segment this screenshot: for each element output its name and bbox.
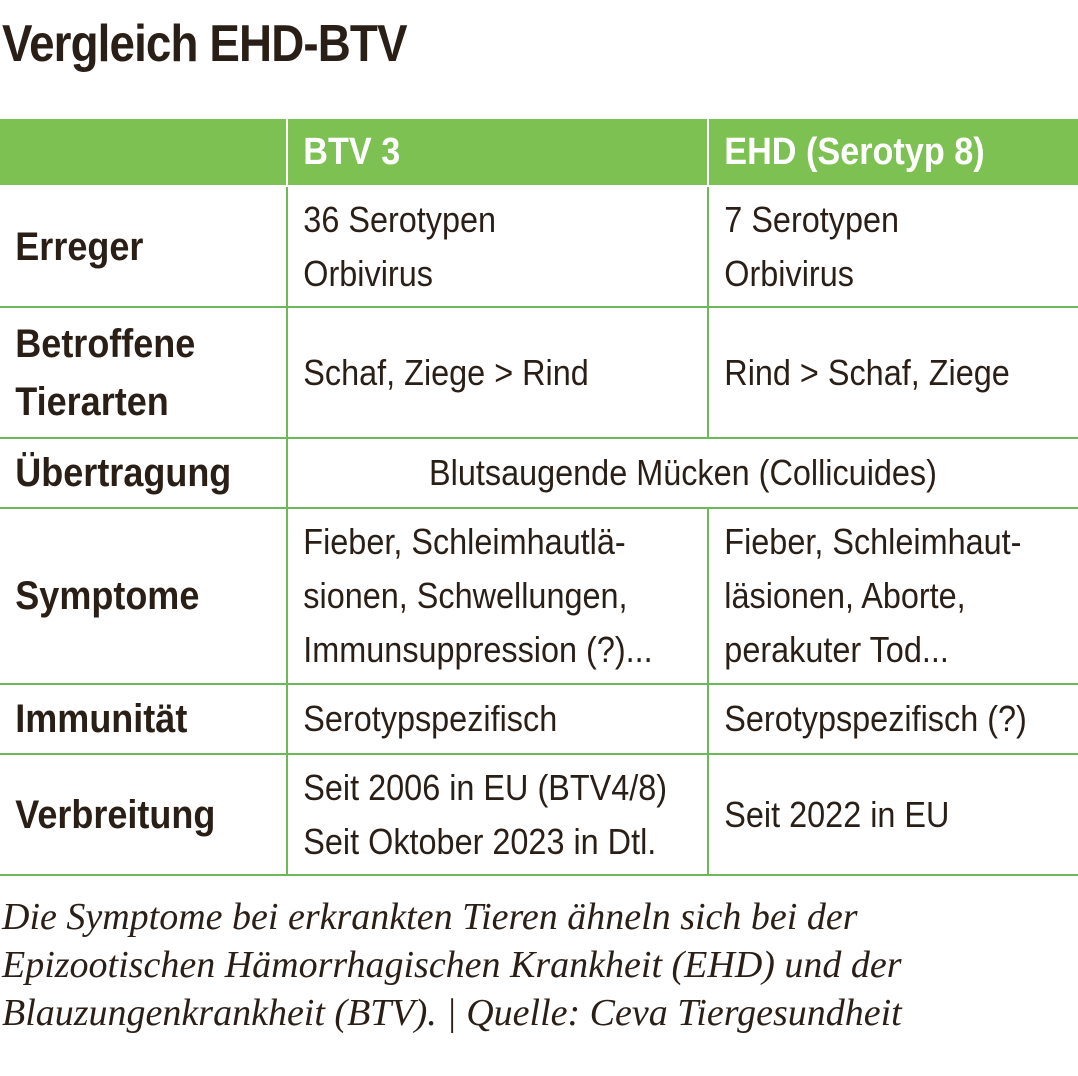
btv-cell: Seit 2006 in EU (BTV4/8) Seit Oktober 20…: [286, 753, 709, 876]
caption: Die Symptome bei erkrankten Tieren ähnel…: [2, 893, 1078, 1037]
table-row: Betroffene Tierarten Schaf, Ziege > Rind…: [0, 306, 1078, 439]
ehd-cell: Serotypspezifisch (?): [707, 683, 1078, 755]
merged-cell: Blutsaugende Mücken (Collicuides): [286, 437, 1078, 509]
caption-line: Blauzungenkrankheit (BTV). | Quelle: Cev…: [2, 992, 902, 1034]
table-row: Verbreitung Seit 2006 in EU (BTV4/8) Sei…: [0, 753, 1078, 876]
page-title: Vergleich EHD-BTV: [2, 15, 408, 73]
table-row: Erreger 36 Serotypen Orbivirus 7 Serotyp…: [0, 185, 1078, 308]
row-label: Betroffene Tierarten: [0, 306, 288, 439]
ehd-cell: Fieber, Schleimhaut- läsionen, Aborte, p…: [707, 507, 1078, 685]
row-label: Immunität: [0, 683, 288, 755]
ehd-cell: Rind > Schaf, Ziege: [707, 306, 1078, 439]
btv-cell: Serotypspezifisch: [286, 683, 709, 755]
row-label: Erreger: [0, 185, 288, 308]
btv-cell: Fieber, Schleimhautlä- sionen, Schwellun…: [286, 507, 709, 685]
caption-line: Epizootischen Hämorrhagischen Krankheit …: [2, 944, 902, 986]
ehd-cell: Seit 2022 in EU: [707, 753, 1078, 876]
table-row: Übertragung Blutsaugende Mücken (Collicu…: [0, 437, 1078, 509]
header-ehd: EHD (Serotyp 8): [707, 119, 1078, 187]
btv-cell: 36 Serotypen Orbivirus: [286, 185, 709, 308]
table-row: Immunität Serotypspezifisch Serotypspezi…: [0, 683, 1078, 755]
btv-cell: Schaf, Ziege > Rind: [286, 306, 709, 439]
comparison-table: BTV 3 EHD (Serotyp 8) Erreger 36 Serotyp…: [0, 119, 1078, 876]
row-label: Verbreitung: [0, 753, 288, 876]
table-row: Symptome Fieber, Schleimhautlä- sionen, …: [0, 507, 1078, 685]
row-label: Symptome: [0, 507, 288, 685]
header-empty: [0, 119, 288, 187]
caption-line: Die Symptome bei erkrankten Tieren ähnel…: [2, 896, 858, 938]
header-row: BTV 3 EHD (Serotyp 8): [0, 119, 1078, 187]
header-btv: BTV 3: [286, 119, 709, 187]
ehd-cell: 7 Serotypen Orbivirus: [707, 185, 1078, 308]
row-label: Übertragung: [0, 437, 288, 509]
